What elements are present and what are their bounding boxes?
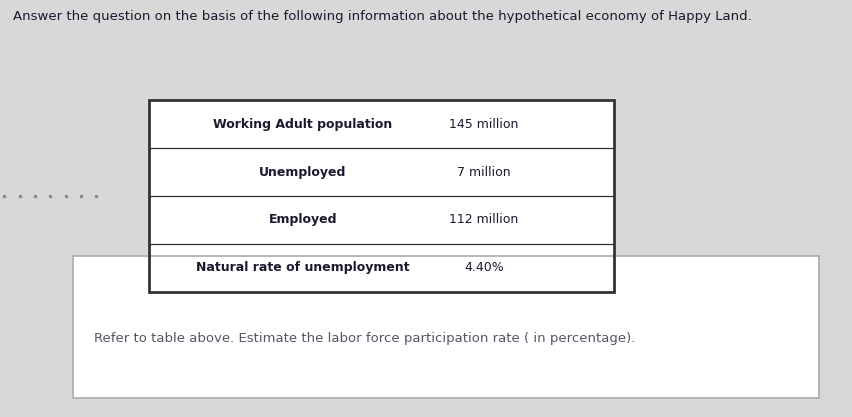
- Text: 7 million: 7 million: [457, 166, 510, 178]
- Text: 4.40%: 4.40%: [463, 261, 504, 274]
- Text: Natural rate of unemployment: Natural rate of unemployment: [196, 261, 409, 274]
- Text: Answer the question on the basis of the following information about the hypothet: Answer the question on the basis of the …: [13, 10, 751, 23]
- Text: Employed: Employed: [268, 214, 337, 226]
- Bar: [72, 256, 818, 398]
- Text: Unemployed: Unemployed: [259, 166, 346, 178]
- Text: Working Adult population: Working Adult population: [213, 118, 392, 131]
- Text: Refer to table above. Estimate the labor force participation rate ( in percentag: Refer to table above. Estimate the labor…: [94, 332, 635, 345]
- Text: 112 million: 112 million: [449, 214, 518, 226]
- Bar: [149, 100, 613, 292]
- Bar: [149, 100, 613, 292]
- Text: 145 million: 145 million: [449, 118, 518, 131]
